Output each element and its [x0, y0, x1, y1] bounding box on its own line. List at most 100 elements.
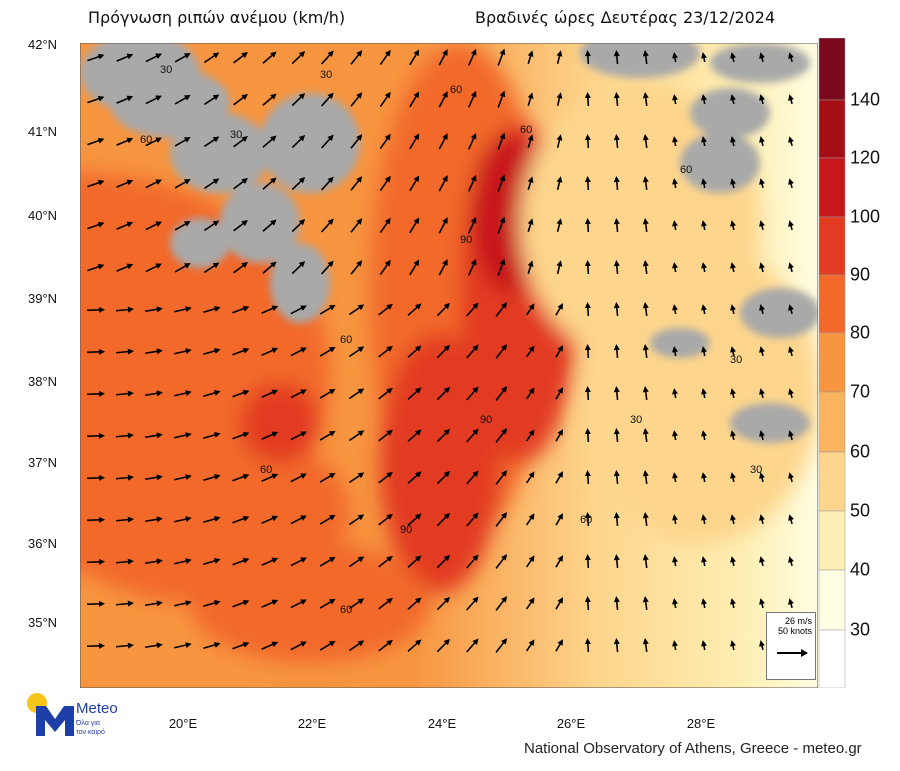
wind-arrow	[290, 305, 307, 315]
wind-arrow	[174, 558, 192, 565]
land-area	[680, 133, 760, 193]
wind-arrow	[144, 432, 163, 439]
colorbar-band	[818, 629, 846, 688]
wind-arrow	[436, 344, 451, 359]
wind-arrow	[788, 346, 794, 357]
colorbar-label: 120	[850, 147, 881, 168]
wind-arrow	[613, 512, 620, 527]
wind-arrow	[144, 474, 163, 481]
colorbar-label: 40	[850, 559, 871, 580]
wind-arrow	[701, 640, 707, 651]
wind-arrow	[525, 471, 535, 484]
reference-speed-knots: 50 knots	[777, 626, 812, 636]
wind-arrow	[613, 134, 620, 149]
colorbar-band	[818, 391, 846, 453]
wind-arrow	[438, 91, 448, 108]
wind-arrow	[642, 470, 649, 485]
wind-arrow	[672, 430, 678, 441]
wind-arrow	[233, 93, 248, 106]
wind-arrow	[525, 387, 535, 400]
wind-arrow	[672, 640, 678, 651]
wind-arrow	[468, 90, 477, 108]
wind-arrow	[407, 513, 422, 526]
wind-arrow	[613, 260, 620, 275]
contour-label: 90	[460, 234, 472, 246]
wind-arrow	[759, 262, 765, 273]
wind-gust-area	[380, 333, 500, 593]
wind-arrow	[759, 220, 765, 231]
wind-arrow	[584, 470, 591, 485]
land-area	[650, 328, 710, 358]
wind-arrow	[407, 639, 422, 652]
wind-arrow	[759, 304, 765, 315]
wind-arrow	[203, 641, 221, 650]
wind-arrow	[468, 132, 477, 150]
latitude-label: 39°N	[28, 291, 58, 306]
wind-arrow	[497, 90, 506, 108]
wind-arrow	[497, 132, 506, 150]
wind-arrow	[527, 260, 534, 274]
wind-arrow	[145, 263, 162, 273]
wind-arrow	[584, 302, 591, 317]
wind-arrow	[261, 557, 279, 566]
colorbar-label: 70	[850, 381, 871, 402]
wind-arrow	[407, 303, 422, 316]
wind-arrow	[378, 387, 393, 400]
wind-arrow	[319, 640, 336, 651]
credit-text: National Observatory of Athens, Greece -…	[524, 740, 862, 757]
wind-arrow	[321, 260, 334, 275]
latitude-label: 42°N	[28, 37, 58, 52]
wind-arrow	[145, 221, 162, 231]
wind-arrow	[527, 176, 534, 190]
wind-arrow	[262, 93, 277, 106]
wind-arrow	[788, 136, 794, 147]
latitude-label: 35°N	[28, 615, 58, 630]
wind-arrow	[232, 599, 250, 608]
contour-label: 60	[580, 514, 592, 526]
wind-arrow	[350, 92, 363, 107]
wind-arrow	[468, 216, 477, 234]
wind-gust-area	[80, 423, 350, 603]
contour-label: 90	[480, 414, 492, 426]
wind-arrow	[672, 388, 678, 399]
wind-arrow	[350, 134, 363, 149]
wind-arrow	[409, 259, 420, 276]
wind-arrow	[348, 640, 365, 652]
wind-arrow	[438, 175, 448, 192]
wind-arrow	[466, 386, 479, 401]
wind-arrow	[86, 348, 105, 355]
wind-gust-area	[580, 243, 818, 543]
wind-arrow	[613, 176, 620, 191]
colorbar-label: 100	[850, 206, 881, 227]
land-area	[270, 243, 330, 323]
logo-tagline-2: τον καιρό	[76, 729, 105, 736]
wind-arrow	[525, 597, 535, 610]
wind-arrow	[291, 93, 306, 107]
longitude-label: 28°E	[686, 716, 716, 731]
logo-name: Meteo	[76, 700, 118, 717]
wind-arrow	[116, 95, 134, 104]
wind-arrow	[613, 428, 620, 443]
wind-arrow	[468, 174, 477, 192]
wind-arrow	[730, 178, 736, 189]
longitude-label: 24°E	[427, 716, 457, 731]
land-area	[580, 43, 700, 78]
wind-arrow	[87, 221, 105, 230]
wind-arrow	[555, 345, 564, 358]
wind-arrow	[348, 388, 365, 400]
wind-arrow	[174, 179, 191, 189]
wind-arrow	[466, 302, 479, 317]
wind-arrow	[788, 220, 794, 231]
wind-arrow	[613, 470, 620, 485]
wind-arrow	[291, 261, 306, 275]
wind-arrow	[497, 258, 506, 276]
meteo-logo-icon	[27, 693, 74, 736]
land-area	[260, 93, 360, 193]
wind-arrow	[730, 598, 736, 609]
contour-label: 30	[750, 464, 762, 476]
wind-arrow	[290, 515, 307, 525]
wind-arrow	[555, 597, 564, 610]
reference-vector-box: 26 m/s 50 knots	[766, 612, 816, 680]
wind-arrow	[495, 512, 508, 527]
wind-arrow	[759, 556, 765, 567]
